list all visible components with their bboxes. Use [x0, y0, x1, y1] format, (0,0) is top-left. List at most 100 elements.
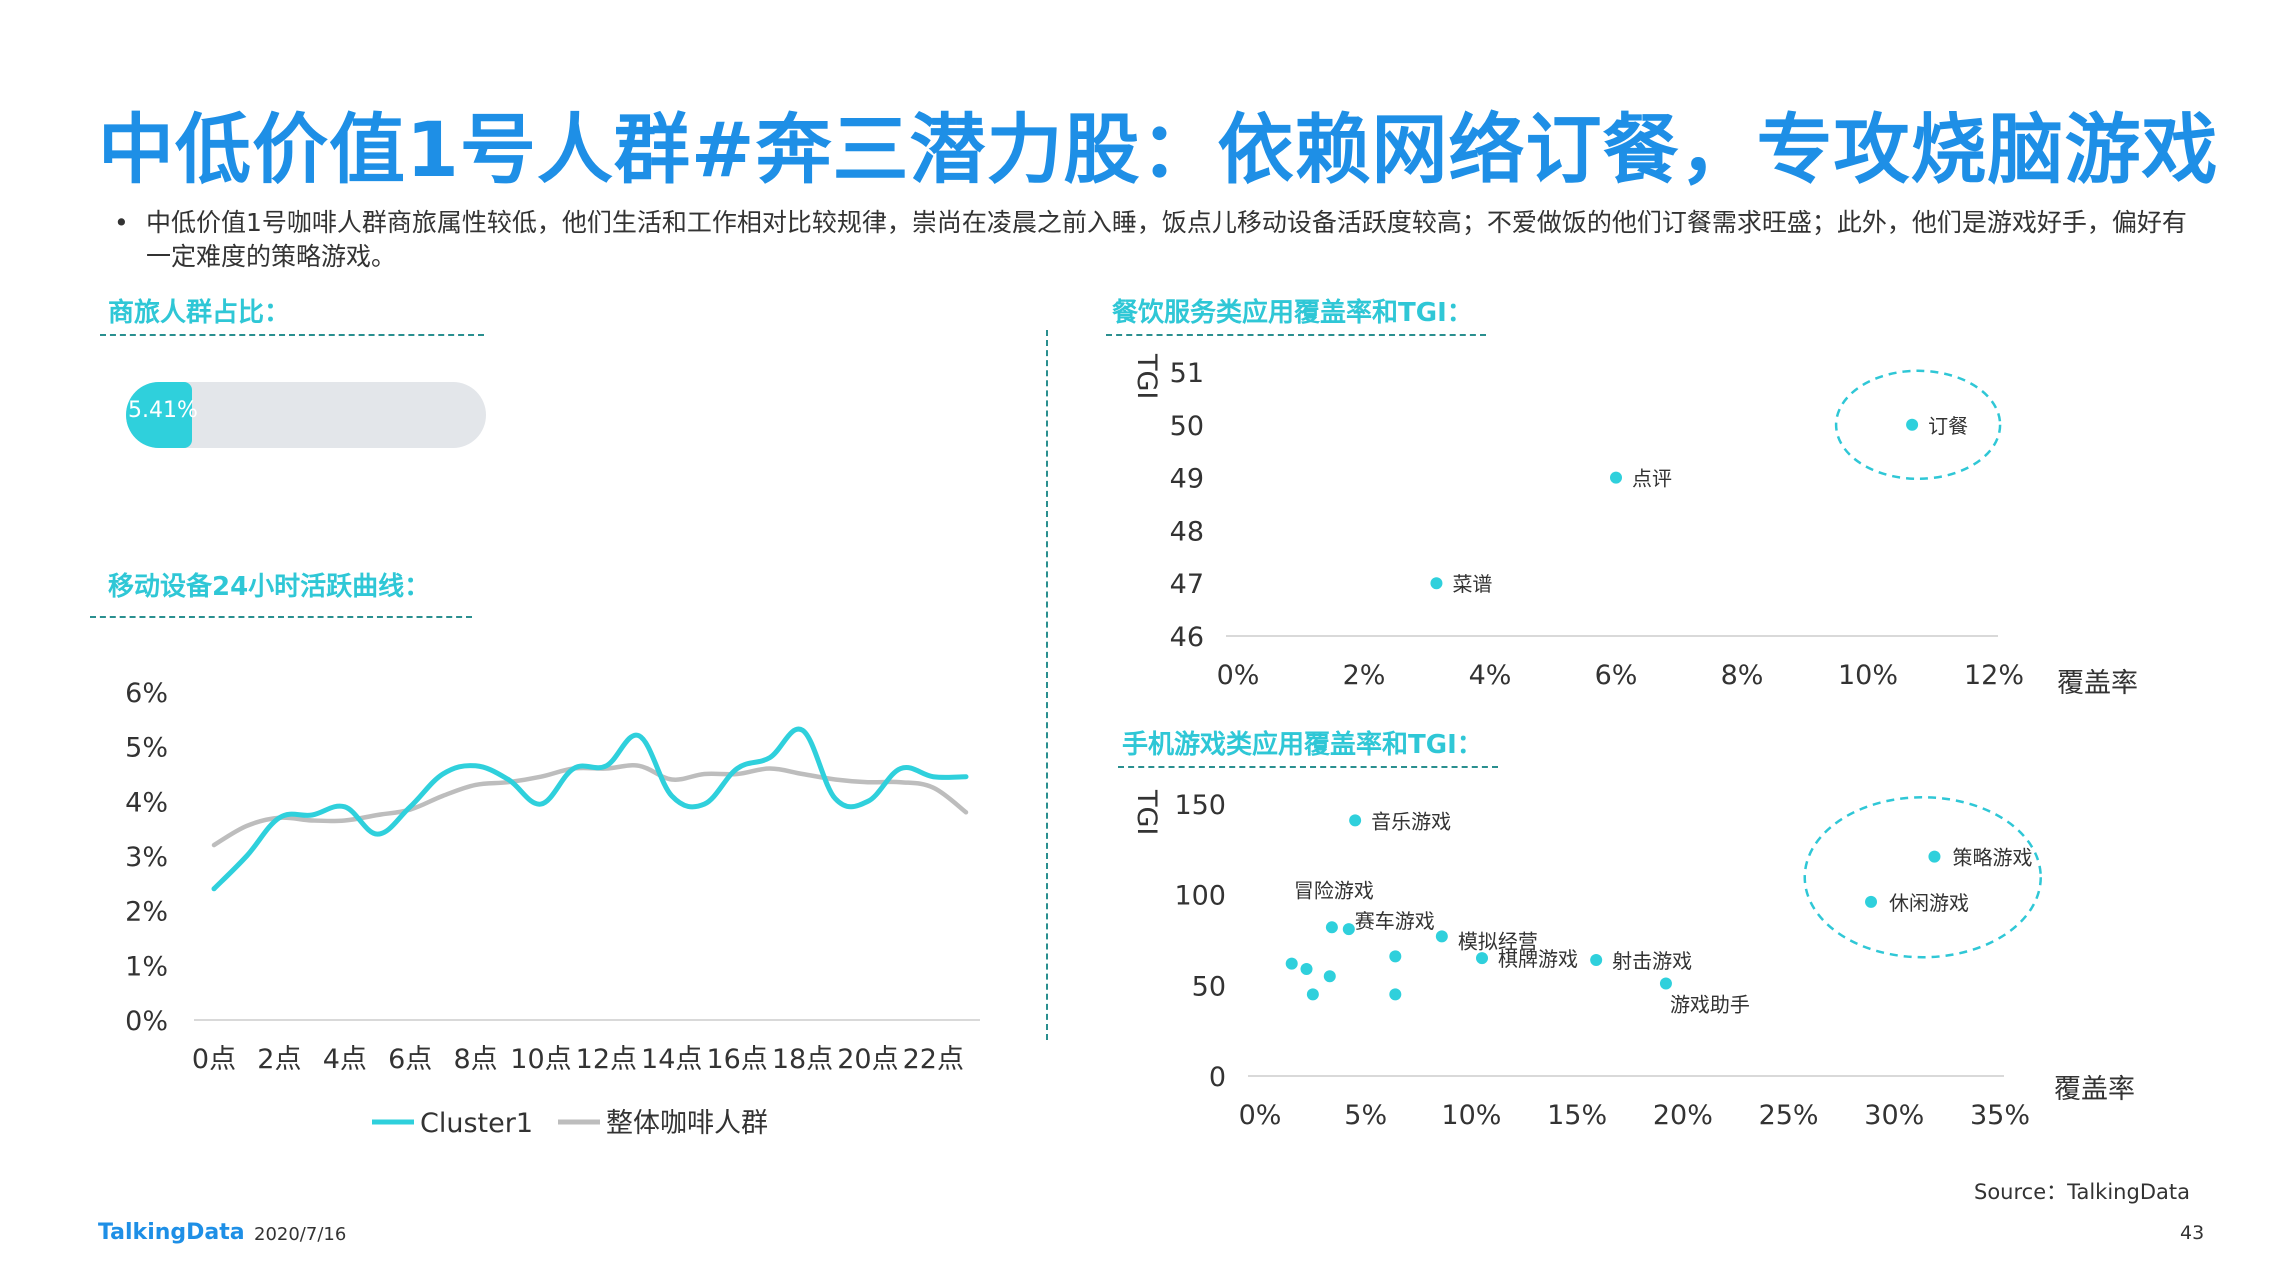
- business-share-label: 5.41%: [128, 398, 198, 423]
- section-title-mobile: 移动设备24小时活跃曲线：: [108, 572, 431, 602]
- section-title-games: 手机游戏类应用覆盖率和TGI：: [1122, 730, 1483, 760]
- scatter-point: [1906, 418, 1919, 431]
- y-tick-label: 49: [1170, 464, 1204, 495]
- x-tick-label: 0点: [192, 1044, 236, 1075]
- y-tick-label: 5%: [125, 733, 168, 764]
- scatter-point: [1342, 923, 1355, 936]
- highlight-ellipse: [1803, 796, 2042, 959]
- x-tick-label: 2点: [257, 1044, 301, 1075]
- y-axis-title: TGI: [1131, 789, 1162, 835]
- section-title-dining: 餐饮服务类应用覆盖率和TGI：: [1112, 298, 1473, 328]
- scatter-point: [1430, 577, 1443, 590]
- x-axis-title: 覆盖率: [2054, 1074, 2135, 1105]
- x-tick-label: 10%: [1838, 660, 1898, 691]
- section-title-business: 商旅人群占比：: [108, 298, 291, 328]
- section-divider: [1106, 334, 1486, 336]
- scatter-point: [1865, 895, 1878, 908]
- summary-text: 中低价值1号咖啡人群商旅属性较低，他们生活和工作相对比较规律，崇尚在凌晨之前入睡…: [146, 208, 2187, 271]
- x-tick-label: 18点: [772, 1044, 833, 1075]
- scatter-point: [1323, 970, 1336, 983]
- talkingdata-logo: TalkingData: [98, 1220, 245, 1245]
- business-share-fill: [126, 382, 192, 448]
- scatter-point: [1389, 988, 1402, 1001]
- point-label: 赛车游戏: [1355, 909, 1435, 933]
- x-tick-label: 16点: [706, 1044, 767, 1075]
- point-label: 游戏助手: [1670, 993, 1750, 1017]
- point-label: 策略游戏: [1952, 846, 2032, 870]
- y-tick-label: 46: [1170, 622, 1204, 653]
- x-tick-label: 22点: [903, 1044, 964, 1075]
- legend-label: Cluster1: [420, 1108, 533, 1139]
- x-tick-label: 20%: [1653, 1100, 1713, 1131]
- x-tick-label: 10点: [510, 1044, 571, 1075]
- x-tick-label: 25%: [1759, 1100, 1819, 1131]
- scatter-point: [1435, 930, 1448, 943]
- y-tick-label: 50: [1192, 971, 1226, 1002]
- scatter-point: [1306, 988, 1319, 1001]
- series-line-cluster1: [211, 726, 969, 892]
- report-date: 2020/7/16: [254, 1224, 347, 1245]
- bullet-marker: •: [114, 208, 129, 237]
- x-tick-label: 20点: [837, 1044, 898, 1075]
- scatter-point: [1300, 963, 1313, 976]
- x-tick-label: 5%: [1344, 1100, 1387, 1131]
- source-note: Source：TalkingData: [1974, 1180, 2190, 1204]
- x-tick-label: 10%: [1441, 1100, 1501, 1131]
- y-tick-label: 100: [1174, 881, 1226, 912]
- x-axis-title: 覆盖率: [2057, 668, 2138, 699]
- point-label: 点评: [1632, 467, 1672, 491]
- point-label: 模拟经营: [1458, 929, 1538, 953]
- scatter-point: [1389, 950, 1402, 963]
- scatter-point: [1285, 957, 1298, 970]
- scatter-point: [1610, 471, 1622, 484]
- column-divider: [1046, 330, 1048, 1040]
- x-tick-label: 4点: [323, 1044, 367, 1075]
- y-tick-label: 47: [1170, 569, 1204, 600]
- x-tick-label: 12点: [576, 1044, 637, 1075]
- scatter-point: [1928, 850, 1941, 863]
- x-tick-label: 15%: [1547, 1100, 1607, 1131]
- x-tick-label: 0%: [1217, 660, 1260, 691]
- scatter-point: [1325, 921, 1338, 934]
- point-label: 棋牌游戏: [1498, 947, 1578, 971]
- point-label: 订餐: [1928, 414, 1968, 438]
- games-scatter-chart: 0 50 100 150 0% 5% 10% 15% 20% 25% 30% 35% TGI 覆盖率 音乐游…: [1131, 789, 2135, 1131]
- x-tick-label: 12%: [1964, 660, 2024, 691]
- y-tick-label: 51: [1170, 358, 1204, 389]
- section-divider: [90, 616, 472, 618]
- page-number: 43: [2180, 1222, 2205, 1244]
- y-tick-label: 0%: [125, 1006, 168, 1037]
- point-label: 菜谱: [1452, 572, 1492, 596]
- y-tick-label: 1%: [125, 951, 168, 982]
- y-tick-label: 0: [1209, 1062, 1226, 1093]
- x-tick-label: 30%: [1864, 1100, 1924, 1131]
- point-label: 休闲游戏: [1889, 891, 1969, 915]
- x-tick-label: 8点: [453, 1044, 497, 1075]
- x-tick-label: 14点: [641, 1044, 702, 1075]
- scatter-point: [1476, 952, 1488, 965]
- y-tick-label: 50: [1170, 411, 1204, 442]
- x-tick-label: 0%: [1239, 1100, 1282, 1131]
- y-tick-label: 6%: [125, 678, 168, 709]
- activity-line-chart: 0%1%2%3%4%5%6%0点 2点 4点 6点 8点 10点 12点 14点 16点 18点 2…: [125, 678, 980, 1139]
- legend-label: 整体咖啡人群: [606, 1108, 768, 1139]
- point-label: 音乐游戏: [1371, 809, 1451, 833]
- y-tick-label: 4%: [125, 787, 168, 818]
- x-tick-label: 8%: [1721, 660, 1764, 691]
- y-tick-label: 3%: [125, 842, 168, 873]
- x-tick-label: 6%: [1595, 660, 1638, 691]
- scatter-point: [1349, 814, 1362, 827]
- y-tick-label: 2%: [125, 897, 168, 928]
- point-label: 射击游戏: [1612, 949, 1692, 973]
- y-tick-label: 150: [1174, 790, 1226, 821]
- section-divider: [1118, 766, 1498, 768]
- y-axis-title: TGI: [1131, 353, 1162, 399]
- x-tick-label: 4%: [1469, 660, 1512, 691]
- y-tick-label: 48: [1170, 516, 1204, 547]
- x-tick-label: 2%: [1343, 660, 1386, 691]
- point-label: 冒险游戏: [1294, 878, 1374, 902]
- x-tick-label: 35%: [1970, 1100, 2030, 1131]
- page-title: 中低价值1号人群#奔三潜力股：依赖网络订餐，专攻烧脑游戏: [98, 105, 2219, 194]
- section-divider: [100, 334, 484, 336]
